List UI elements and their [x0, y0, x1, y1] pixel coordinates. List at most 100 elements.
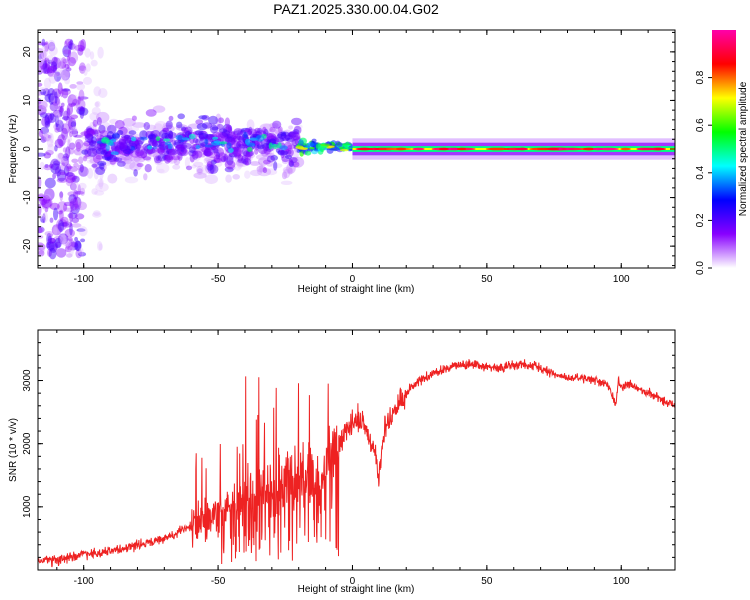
heatmap-blob [114, 141, 125, 151]
heatmap-noise-blob [87, 124, 94, 134]
heatmap-blob [96, 142, 107, 150]
heatmap-halo-blob [237, 156, 249, 168]
carrier-peak [582, 147, 596, 151]
heatmap-blob [291, 117, 302, 126]
heatmap-noise-blob [74, 139, 84, 149]
heatmap-noise-blob [40, 198, 52, 208]
heatmap-noise-blob [74, 191, 85, 195]
heatmap-noise-blob [76, 228, 86, 232]
heatmap-blob [88, 139, 94, 146]
carrier-peak [620, 147, 631, 151]
heatmap-noise-blob [98, 243, 103, 251]
heatmap-noise-blob [70, 130, 79, 135]
heatmap-noise-blob [67, 212, 78, 219]
heatmap-noise-blob [44, 59, 51, 69]
heatmap-blob [184, 126, 193, 136]
heatmap-blob [218, 132, 228, 138]
heatmap-noise-blob [74, 206, 79, 211]
heatmap-halo-blob [95, 182, 109, 192]
heatmap-noise-blob [62, 147, 67, 153]
heatmap-noise-blob [47, 245, 58, 249]
heatmap-noise-blob [70, 182, 77, 191]
heatmap-halo-blob [184, 157, 190, 168]
heatmap-halo-blob [236, 159, 245, 167]
heatmap-halo-blob [250, 129, 262, 136]
heatmap-halo-blob [290, 156, 305, 168]
heatmap-blob [90, 129, 101, 135]
heatmap-blob [225, 136, 233, 143]
heatmap-blob [119, 142, 129, 152]
heatmap-blob [198, 133, 209, 140]
heatmap-peak [279, 145, 288, 151]
heatmap-blob [277, 150, 289, 156]
heatmap-blob [176, 146, 187, 156]
heatmap-halo-blob [216, 152, 227, 163]
heatmap-halo-blob [135, 160, 140, 169]
heatmap-noise-blob [57, 61, 66, 69]
heatmap-blob [208, 115, 219, 125]
heatmap-blob [165, 120, 173, 130]
heatmap-blob [253, 141, 260, 149]
heatmap-noise-blob [74, 134, 83, 138]
colorbar: 0.0 0.2 0.4 0.6 0.8 Normalized spectral ampl… [695, 30, 749, 275]
heatmap-noise-blob [45, 149, 54, 156]
heatmap-blob [230, 131, 236, 136]
heatmap-blob [177, 151, 183, 161]
heatmap-noise-blob [71, 181, 80, 192]
heatmap-blob [86, 128, 96, 136]
heatmap-noise-blob [64, 245, 72, 253]
heatmap-noise-blob [79, 105, 85, 119]
heatmap-halo-blob [204, 157, 218, 162]
heatmap-blob [280, 131, 287, 137]
heatmap-noise-blob [53, 160, 61, 166]
x-tick-label: -50 [211, 576, 226, 587]
heatmap-noise-blob [79, 152, 89, 160]
heatmap-halo-blob [232, 150, 245, 155]
heatmap-noise-blob [65, 177, 74, 187]
heatmap-noise-blob [99, 168, 104, 180]
heatmap-blob [175, 144, 186, 150]
heatmap-blob [91, 163, 98, 168]
heatmap-noise-blob [63, 165, 70, 177]
heatmap-halo-blob [236, 155, 243, 162]
heatmap-noise-blob [40, 126, 50, 135]
heatmap-noise-blob [69, 241, 79, 248]
heatmap-noise-blob [78, 247, 84, 256]
snr-frame [37, 329, 676, 571]
heatmap-peak [219, 141, 228, 145]
heatmap-blob [232, 133, 238, 139]
heatmap-blob [284, 134, 293, 140]
heatmap-noise-blob [72, 98, 80, 107]
heatmap-noise-blob [99, 179, 104, 190]
heatmap-noise-blob [56, 177, 68, 183]
heatmap-blob [196, 123, 208, 131]
heatmap-noise-blob [44, 41, 50, 52]
heatmap-blob [83, 140, 91, 147]
heatmap-noise-blob [60, 87, 64, 98]
heatmap-blob [105, 151, 113, 158]
heatmap-blob [244, 127, 251, 133]
heatmap-halo-blob [250, 169, 262, 177]
heatmap-halo-blob [132, 122, 147, 128]
snr-y-axis-label: SNR (10 * v/v) [8, 418, 19, 482]
heatmap-noise-blob [93, 86, 102, 97]
heatmap-noise-blob [69, 222, 73, 236]
heatmap-blob [233, 128, 243, 136]
heatmap-noise-blob [80, 187, 86, 196]
heatmap-halo-blob [98, 143, 108, 152]
heatmap-blob [152, 138, 162, 148]
heatmap-halo-blob [94, 190, 105, 196]
heatmap-halo-blob [281, 171, 288, 180]
heatmap-blob [232, 146, 240, 152]
heatmap-blob [135, 142, 141, 151]
heatmap-noise-blob [54, 237, 62, 249]
heatmap-noise-blob [97, 46, 104, 59]
heatmap-blob [142, 156, 152, 161]
heatmap-halo-blob [161, 148, 170, 157]
heatmap-blob [223, 126, 233, 137]
heatmap-blob [245, 150, 251, 158]
heatmap-blob [231, 146, 243, 157]
heatmap-blob [272, 120, 282, 129]
heatmap-blob [118, 126, 128, 136]
heatmap-noise-blob [77, 184, 82, 195]
